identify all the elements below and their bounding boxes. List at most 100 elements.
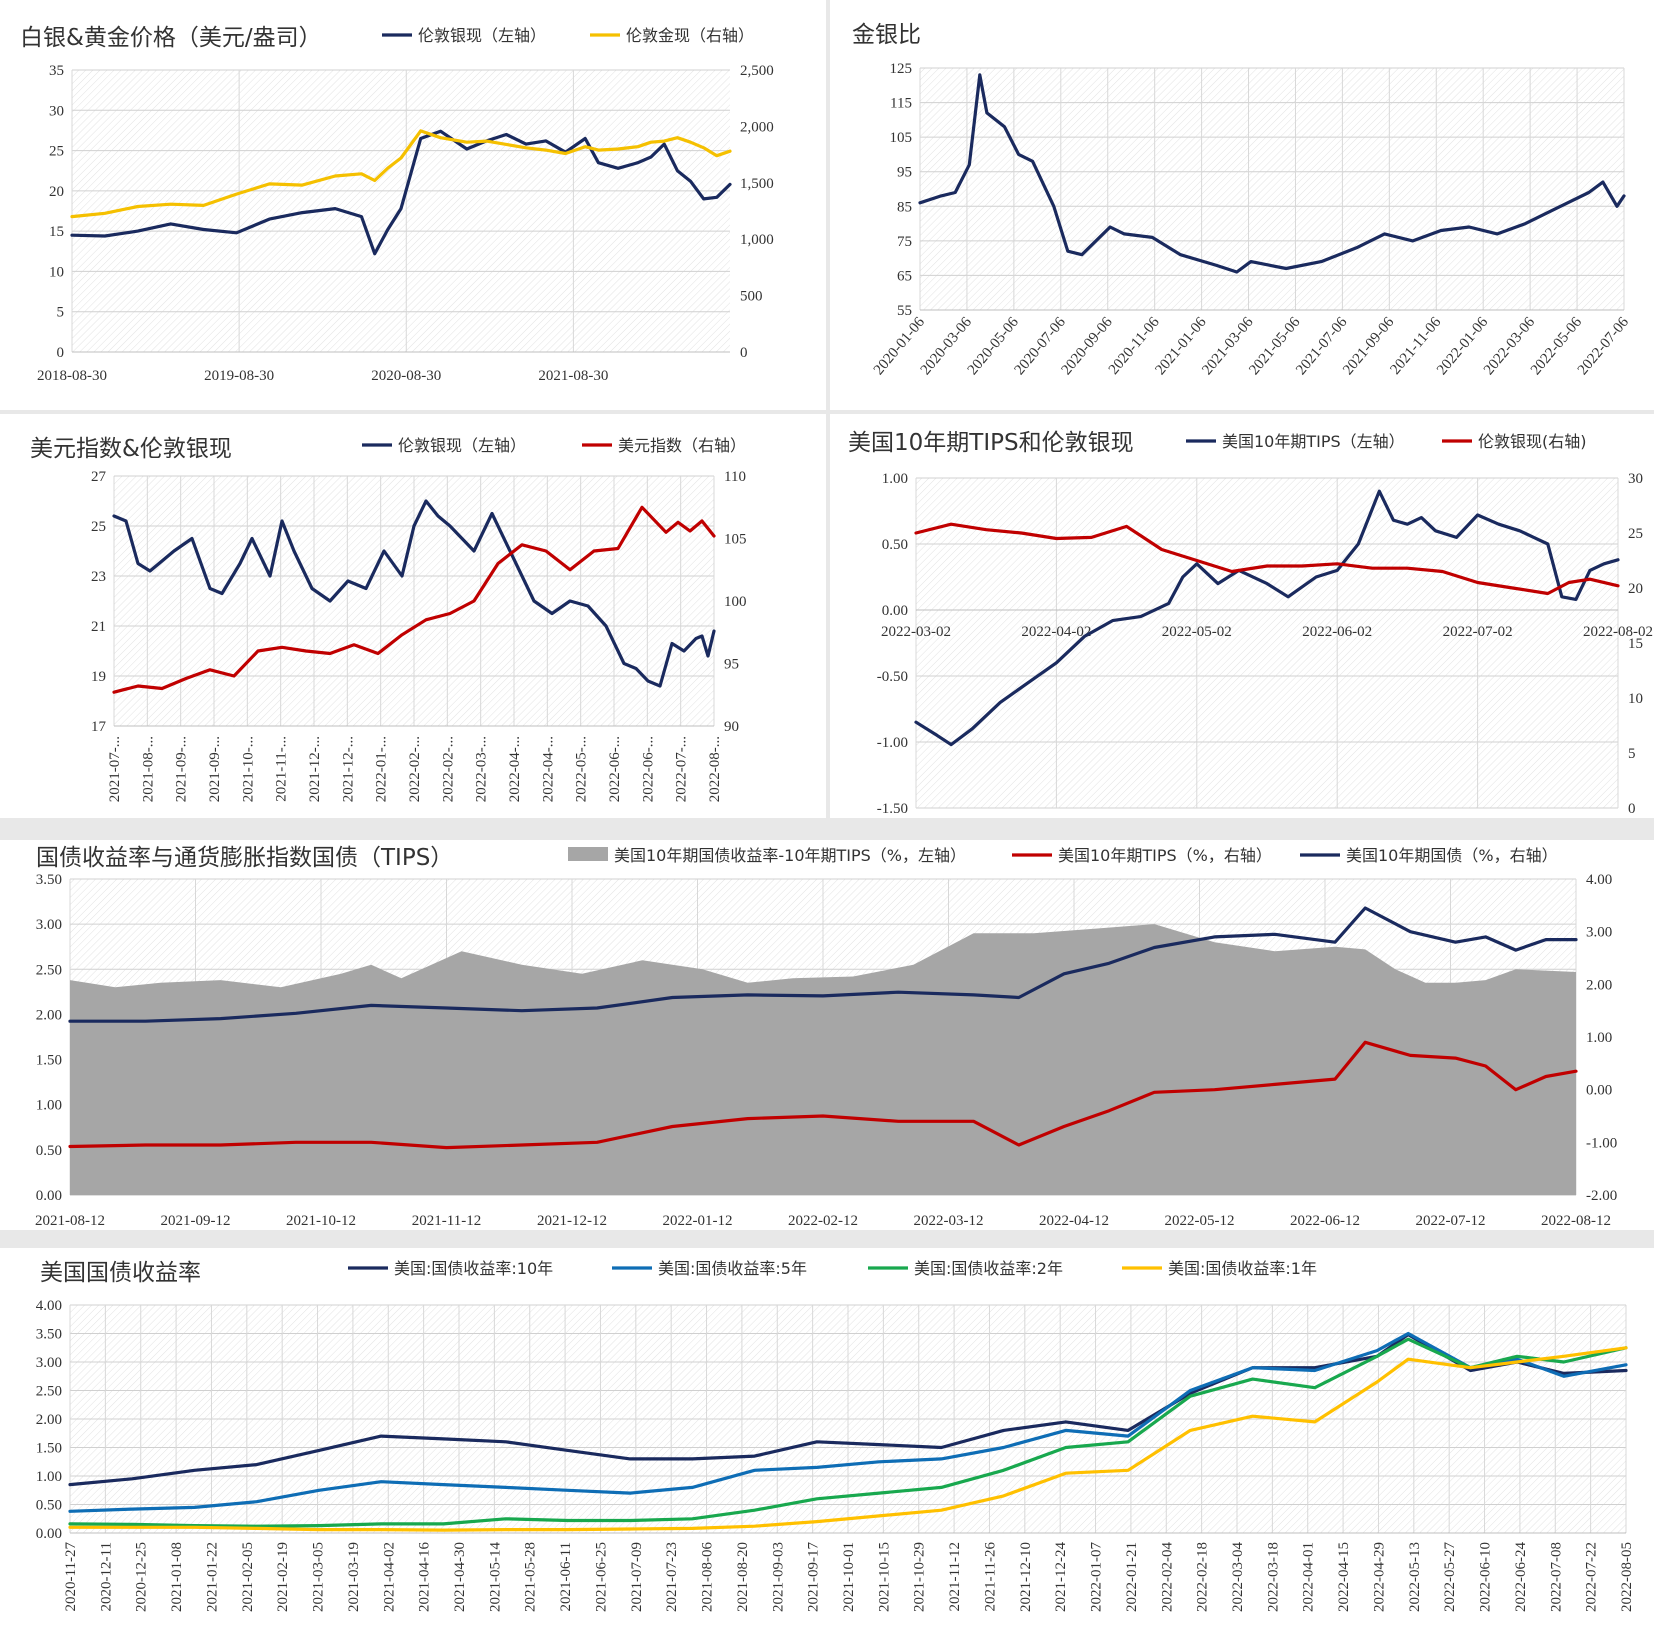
- x-tick-label: 2022-02-04: [1159, 1542, 1175, 1612]
- y-tick-left: 85: [897, 199, 912, 215]
- y-tick-left: 3.00: [36, 1355, 62, 1371]
- x-tick-label: 2021-10-01: [841, 1542, 857, 1612]
- x-tick-label: 2022-03-12: [914, 1213, 984, 1229]
- x-tick-label: 2021-08-...: [140, 736, 156, 802]
- x-tick-label: 2021-08-12: [35, 1213, 105, 1229]
- x-tick-label: 2022-04-29: [1371, 1542, 1387, 1612]
- x-tick-label: 2022-05-27: [1442, 1542, 1458, 1612]
- y-tick-left: 0: [57, 345, 65, 361]
- plot-area: [920, 68, 1624, 310]
- x-tick-label: 2021-07-09: [629, 1542, 645, 1612]
- series-line-0: [70, 129, 732, 256]
- x-tick-label: 2021-01-22: [204, 1542, 220, 1612]
- y-tick-right: 2.00: [1586, 977, 1612, 993]
- legend-label: 伦敦银现（左轴）: [398, 436, 526, 455]
- y-tick-left: 0.00: [882, 603, 908, 619]
- x-tick-label: 2021-11-...: [274, 736, 290, 802]
- dxy-silver-chart: 17 19 21 23 25 27 90 95 100 105 110 2021-07-... 2021…: [30, 436, 747, 802]
- series-line-1: [68, 1331, 1628, 1513]
- x-tick-label: 2022-03-18: [1265, 1542, 1281, 1612]
- x-tick-label: 2021-09-12: [161, 1213, 231, 1229]
- x-tick-label: 2022-07-02: [1443, 624, 1513, 640]
- x-tick-label: 2021-09-...: [174, 736, 190, 802]
- y-tick-right: 1,000: [740, 232, 774, 248]
- y-tick-left: 35: [49, 63, 64, 79]
- y-tick-right: -2.00: [1586, 1188, 1617, 1204]
- x-tick-label: 2022-01-07: [1089, 1542, 1105, 1612]
- y-tick-left: 0.50: [882, 537, 908, 553]
- x-tick-label: 2022-03-...: [474, 736, 490, 802]
- x-tick-label: 2022-04-...: [540, 736, 556, 802]
- series-line-1: [70, 129, 732, 219]
- y-tick-right: 10: [1628, 691, 1643, 707]
- legend-label: 伦敦银现(右轴): [1478, 432, 1587, 451]
- y-tick-left: 3.50: [36, 872, 62, 888]
- x-tick-label: 2020-11-27: [63, 1542, 79, 1612]
- chart-panel-gold-silver-price: 0 5 10 15 20 25 30 35 0 500 1,000 1,500 2,000 2,500 20…: [0, 0, 826, 410]
- legend-label: 美国:国债收益率:5年: [658, 1259, 807, 1278]
- legend-swatch: [568, 847, 608, 861]
- x-tick-label: 2021-09-...: [207, 736, 223, 802]
- y-tick-right: 90: [724, 719, 739, 735]
- y-tick-left: 17: [91, 719, 107, 735]
- x-tick-label: 2021-10-29: [912, 1542, 928, 1612]
- series-line-0: [68, 1333, 1628, 1487]
- x-tick-label: 2022-05-12: [1165, 1213, 1235, 1229]
- x-tick-label: 2021-08-30: [538, 368, 608, 384]
- x-tick-label: 2022-05-13: [1407, 1542, 1423, 1612]
- y-tick-right: 25: [1628, 526, 1643, 542]
- x-tick-label: 2021-03-05: [311, 1542, 327, 1612]
- legend-label: 伦敦银现（左轴）: [418, 26, 546, 45]
- series-line-2: [68, 1337, 1628, 1528]
- y-tick-left: 30: [49, 103, 64, 119]
- series-line-2: [68, 906, 1578, 1023]
- x-tick-label: 2022-06-10: [1478, 1542, 1494, 1612]
- x-tick-label: 2022-08-02: [1583, 624, 1653, 640]
- x-tick-label: 2021-05-14: [487, 1542, 503, 1612]
- y-tick-right: 110: [724, 469, 746, 485]
- chart-panel-yield-tips: 0.00 0.50 1.00 1.50 2.00 2.50 3.00 3.50 -2.00 -1.…: [0, 840, 1654, 1230]
- x-tick-label: 2022-06-12: [1290, 1213, 1360, 1229]
- legend-label: 美国10年期TIPS（%，右轴）: [1058, 846, 1272, 865]
- y-tick-left: 115: [890, 96, 912, 112]
- x-tick-label: 2022-04-...: [507, 736, 523, 802]
- x-tick-label: 2021-08-20: [735, 1542, 751, 1612]
- y-tick-left: 0.00: [36, 1188, 62, 1204]
- y-tick-left: 65: [897, 268, 912, 284]
- x-tick-label: 2022-07-12: [1416, 1213, 1486, 1229]
- x-tick-label: 2021-10-...: [240, 736, 256, 802]
- y-tick-left: -1.00: [877, 735, 908, 751]
- y-tick-left: -1.50: [877, 801, 908, 817]
- legend-label: 美国10年期TIPS（左轴）: [1222, 432, 1405, 451]
- y-tick-left: 1.00: [36, 1098, 62, 1114]
- series-line-0: [918, 73, 1626, 274]
- y-tick-right: 2,000: [740, 119, 774, 135]
- legend-label: 美国10年期国债（%，右轴）: [1346, 846, 1558, 865]
- x-tick-label: 2020-12-11: [98, 1542, 114, 1611]
- series-line-0: [112, 499, 716, 688]
- x-tick-label: 2021-09-17: [806, 1542, 822, 1612]
- y-tick-left: 2.00: [36, 1007, 62, 1023]
- x-tick-label: 2022-06-...: [607, 736, 623, 802]
- y-tick-left: 4.00: [36, 1298, 62, 1314]
- x-tick-label: 2020-08-30: [371, 368, 441, 384]
- y-tick-left: 3.00: [36, 917, 62, 933]
- y-tick-right: 3.00: [1586, 925, 1612, 941]
- x-tick-label: 2022-02-18: [1195, 1542, 1211, 1612]
- x-tick-label: 2021-08-06: [700, 1542, 716, 1612]
- y-tick-right: 1,500: [740, 176, 774, 192]
- x-tick-label: 2022-01-21: [1124, 1542, 1140, 1612]
- y-tick-left: 2.50: [36, 1384, 62, 1400]
- tips-silver-chart: -1.50 -1.00 -0.50 0.00 0.50 1.00 0 5 10 15 20 25 30 2…: [848, 430, 1653, 817]
- x-tick-label: 2021-01-08: [169, 1542, 185, 1612]
- series-line-0: [914, 489, 1620, 747]
- legend-label: 美国:国债收益率:10年: [394, 1259, 553, 1278]
- yield-tips-chart: 0.00 0.50 1.00 1.50 2.00 2.50 3.00 3.50 -2.00 -1.…: [35, 845, 1617, 1229]
- y-tick-left: 10: [49, 264, 64, 280]
- x-tick-label: 2021-09-03: [770, 1542, 786, 1612]
- y-tick-left: 23: [91, 569, 106, 585]
- plot-area: [916, 478, 1618, 808]
- us-treasury-yields-chart: 0.00 0.50 1.00 1.50 2.00 2.50 3.00 3.50 4.00 2020…: [36, 1259, 1635, 1612]
- x-tick-label: 2022-04-12: [1039, 1213, 1109, 1229]
- y-tick-left: 15: [49, 224, 64, 240]
